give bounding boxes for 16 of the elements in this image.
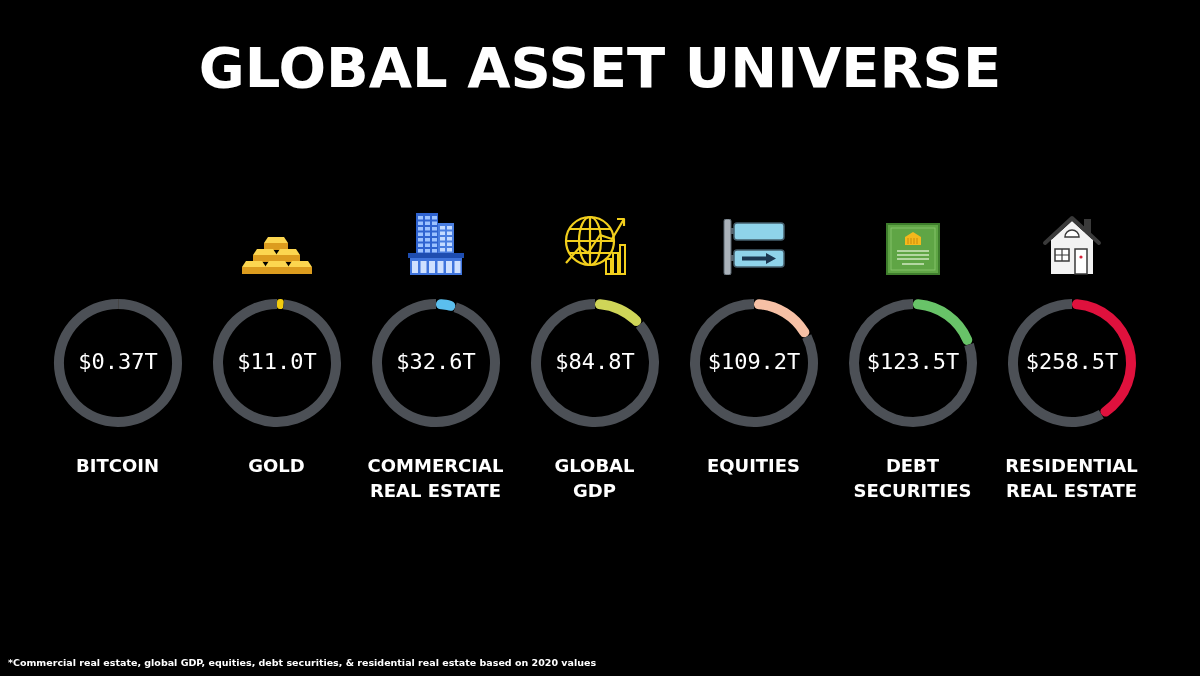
data-label: $123.5T [866,348,959,374]
text: DEBT SECURITIES [852,454,973,503]
text: EQUITIES [706,454,801,478]
data-label: $109.2T [707,348,800,374]
data-label: $32.6T [395,348,476,374]
data-label: $11.0T [236,348,317,374]
text: GOLD [248,454,305,478]
text: BITCOIN [76,454,159,478]
data-label: $258.5T [1025,348,1118,374]
text: *Commercial real estate, global GDP, equities, debt securities, & residential real estate based on 2020 values [8,656,597,669]
text: COMMERCIAL REAL ESTATE [366,454,505,503]
data-label: $84.8T [554,348,635,374]
text: GLOBAL ASSET UNIVERSE [197,34,1003,102]
text: GLOBAL GDP [553,454,636,503]
data-label: $0.37T [77,348,158,374]
text: RESIDENTIAL REAL ESTATE [1004,454,1139,503]
